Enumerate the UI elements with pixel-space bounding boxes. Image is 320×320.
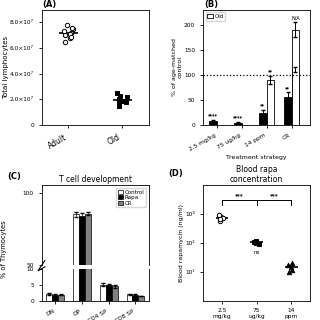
Bar [52,295,58,301]
X-axis label: Treatment strategy: Treatment strategy [226,155,287,160]
Bar [79,216,85,320]
Legend: Control, Rapa, CR: Control, Rapa, CR [116,188,146,207]
Bar [85,214,91,320]
Title: T cell development: T cell development [59,175,132,184]
Text: ***: *** [235,194,244,199]
Point [65,22,70,28]
Point [290,261,295,266]
Bar [292,70,299,125]
Point [254,238,259,243]
Text: ns: ns [253,250,260,254]
Point [62,39,67,44]
Text: **: ** [260,104,265,108]
Point [68,30,74,35]
Y-axis label: % of Thymocytes: % of Thymocytes [1,221,7,278]
Text: ****: **** [208,114,218,119]
Bar [112,286,117,301]
Title: Blood rapa
concentration: Blood rapa concentration [230,165,283,184]
Bar [259,113,267,125]
Point [70,25,75,30]
Text: ****: **** [233,116,243,121]
Point [120,98,125,103]
Point [61,29,66,34]
Point [285,262,290,267]
Y-axis label: % of age-matched
control: % of age-matched control [172,38,183,96]
Point [216,213,221,218]
Point [220,215,226,220]
Text: **: ** [268,69,273,75]
Bar [234,123,242,125]
Point [116,101,121,106]
Text: (D): (D) [168,169,183,178]
Text: (B): (B) [204,0,218,9]
Point [123,100,128,105]
Point [252,239,257,244]
Bar [79,32,85,301]
Bar [73,214,79,320]
Text: **: ** [285,86,290,91]
Point [115,91,120,96]
Point [218,218,223,223]
Bar [209,121,217,125]
Bar [73,28,79,301]
Bar [132,295,138,301]
Point [253,240,258,245]
Bar [127,294,132,301]
Point [116,103,121,108]
Bar [106,285,112,301]
Bar [284,97,292,125]
Point [289,264,294,269]
Bar [100,285,106,301]
Point [62,33,67,38]
Point [68,34,73,39]
Bar [85,27,91,301]
Y-axis label: Total lymphocytes: Total lymphocytes [3,36,9,99]
Point [71,26,76,31]
Point [117,93,123,98]
Point [286,269,291,275]
Legend: Old: Old [206,12,226,21]
Point [219,214,224,220]
Point [290,267,295,272]
Text: ***: *** [270,194,278,199]
Text: (A): (A) [43,0,57,9]
Bar [267,80,274,125]
Bar [138,296,144,301]
Bar [46,294,52,301]
Bar [58,295,64,301]
Y-axis label: Blood rapamycin (ng/ml): Blood rapamycin (ng/ml) [179,204,184,282]
Point [125,94,130,100]
Point [256,242,261,247]
Bar [292,30,299,125]
Point [218,216,223,221]
Point [116,97,122,102]
Point [67,35,72,40]
Text: N/A: N/A [291,16,300,21]
Text: (C): (C) [7,172,21,181]
Point [67,31,72,36]
